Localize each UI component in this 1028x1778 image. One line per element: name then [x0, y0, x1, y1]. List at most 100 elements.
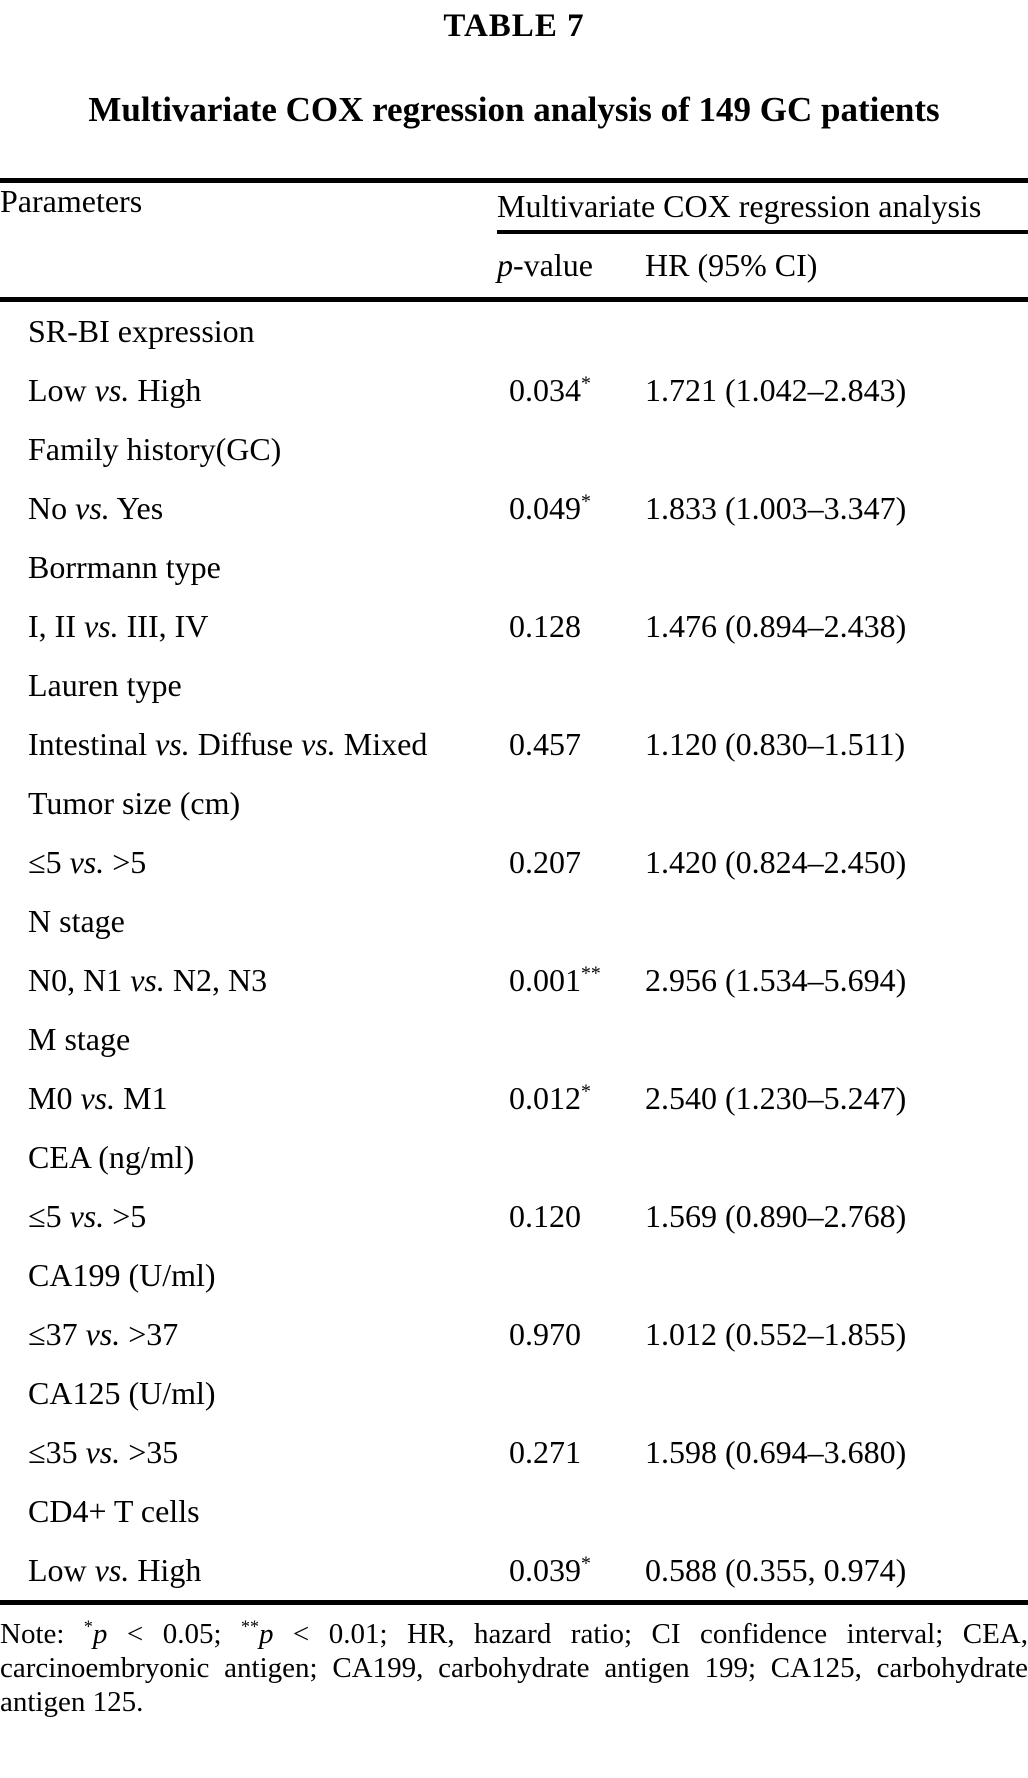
table-row-category: SR-BI expression: [0, 300, 1028, 362]
p-value-cell: [497, 1246, 645, 1305]
parameter-label-cell: No vs. Yes: [28, 490, 164, 526]
hr-ci-cell: [645, 1482, 1028, 1541]
column-group-header: Multivariate COX regression analysis: [497, 180, 1028, 234]
table-row-category: CA199 (U/ml): [0, 1246, 1028, 1305]
p-value-cell: 0.970: [509, 1316, 581, 1352]
table-row-comparison: Low vs. High 0.034* 1.721 (1.042–2.843): [0, 361, 1028, 420]
p-value-cell: 0.120: [509, 1198, 581, 1234]
p-value-cell: 0.049*: [509, 490, 591, 526]
parameter-label-cell: ≤5 vs. >5: [28, 844, 147, 880]
parameter-label-cell: Tumor size (cm): [28, 785, 241, 821]
hr-ci-cell: [645, 420, 1028, 479]
table-row-category: CEA (ng/ml): [0, 1128, 1028, 1187]
p-value-cell: [497, 1482, 645, 1541]
table-row-comparison: ≤5 vs. >5 0.120 1.569 (0.890–2.768): [0, 1187, 1028, 1246]
table-row-category: Family history(GC): [0, 420, 1028, 479]
parameter-label-cell: Borrmann type: [28, 549, 221, 585]
p-value-cell: [497, 774, 645, 833]
hr-ci-cell: [645, 1364, 1028, 1423]
p-value-cell: [497, 1364, 645, 1423]
table-row-comparison: Low vs. High 0.039* 0.588 (0.355, 0.974): [0, 1541, 1028, 1605]
hr-ci-cell: [645, 1246, 1028, 1305]
hr-ci-cell: [645, 1010, 1028, 1069]
table-row-category: CD4+ T cells: [0, 1482, 1028, 1541]
hr-ci-cell: [645, 538, 1028, 597]
p-value-cell: [497, 892, 645, 951]
sub-header-row: p-value HR (95% CI): [0, 232, 1028, 302]
table-label: TABLE 7: [443, 8, 585, 44]
parameter-label-cell: Family history(GC): [28, 431, 282, 467]
table-row-comparison: No vs. Yes 0.049* 1.833 (1.003–3.347): [0, 479, 1028, 538]
hr-ci-cell: [645, 1128, 1028, 1187]
parameter-label-cell: ≤35 vs. >35: [28, 1434, 179, 1470]
parameter-label-cell: ≤37 vs. >37: [28, 1316, 179, 1352]
parameter-label-cell: SR-BI expression: [28, 313, 255, 349]
hr-ci-cell: 1.833 (1.003–3.347): [645, 490, 907, 526]
p-value-cell: 0.128: [509, 608, 581, 644]
parameter-label-cell: M0 vs. M1: [28, 1080, 168, 1116]
p-value-cell: 0.034*: [509, 372, 591, 408]
parameter-label-cell: Lauren type: [28, 667, 182, 703]
column-header-parameters: Parameters: [0, 180, 497, 302]
table-body: SR-BI expression Low vs. High 0.034* 1.721 …: [0, 300, 1028, 1605]
parameter-label-cell: N0, N1 vs. N2, N3: [28, 962, 268, 998]
hr-ci-cell: 1.420 (0.824–2.450): [645, 844, 907, 880]
column-header-hr: HR (95% CI): [645, 232, 1028, 302]
table-head: Parameters Multivariate COX regression a…: [0, 180, 1028, 302]
table-row-category: Lauren type: [0, 656, 1028, 715]
hr-ci-cell: 1.476 (0.894–2.438): [645, 608, 907, 644]
hr-ci-cell: [645, 656, 1028, 715]
group-header-row: Parameters Multivariate COX regression a…: [0, 180, 1028, 302]
parameter-label-cell: CA199 (U/ml): [28, 1257, 216, 1293]
table-row-category: N stage: [0, 892, 1028, 951]
parameter-label-cell: I, II vs. III, IV: [28, 608, 209, 644]
hr-ci-cell: [645, 300, 1028, 362]
p-value-cell: 0.207: [509, 844, 581, 880]
table-row-comparison: ≤35 vs. >35 0.271 1.598 (0.694–3.680): [0, 1423, 1028, 1482]
hr-ci-cell: 1.598 (0.694–3.680): [645, 1434, 907, 1470]
table-title: Multivariate COX regression analysis of …: [88, 90, 940, 129]
parameter-label-cell: M stage: [28, 1021, 131, 1057]
p-value-cell: [497, 420, 645, 479]
p-value-cell: [497, 1010, 645, 1069]
parameter-label-cell: N stage: [28, 903, 125, 939]
hr-ci-cell: 0.588 (0.355, 0.974): [645, 1541, 1028, 1605]
parameter-label-cell: CA125 (U/ml): [28, 1375, 216, 1411]
parameter-label-cell: Low vs. High: [0, 1541, 497, 1605]
results-table: Parameters Multivariate COX regression a…: [0, 178, 1028, 1605]
table-row-category: Borrmann type: [0, 538, 1028, 597]
hr-ci-cell: 1.120 (0.830–1.511): [645, 726, 906, 762]
parameter-label-cell: Low vs. High: [28, 372, 202, 408]
p-value-cell: 0.271: [509, 1434, 581, 1470]
table-row-comparison: ≤5 vs. >5 0.207 1.420 (0.824–2.450): [0, 833, 1028, 892]
paper-table-page: TABLE 7 Multivariate COX regression anal…: [0, 6, 1028, 1778]
table-row-category: CA125 (U/ml): [0, 1364, 1028, 1423]
hr-ci-cell: 2.956 (1.534–5.694): [645, 962, 907, 998]
hr-ci-cell: 1.012 (0.552–1.855): [645, 1316, 907, 1352]
p-value-cell: [497, 538, 645, 597]
parameter-label-cell: Intestinal vs. Diffuse vs. Mixed: [28, 726, 428, 762]
p-value-cell: 0.039*: [497, 1541, 645, 1605]
hr-ci-cell: [645, 774, 1028, 833]
p-value-cell: 0.457: [509, 726, 581, 762]
table-row-category: M stage: [0, 1010, 1028, 1069]
table-row-category: Tumor size (cm): [0, 774, 1028, 833]
hr-ci-cell: [645, 892, 1028, 951]
hr-ci-cell: 1.569 (0.890–2.768): [645, 1198, 907, 1234]
table-row-comparison: N0, N1 vs. N2, N3 0.001** 2.956 (1.534–5.6…: [0, 951, 1028, 1010]
p-value-cell: 0.001**: [509, 962, 601, 998]
column-header-p-value: p-value: [497, 232, 645, 302]
hr-ci-cell: 1.721 (1.042–2.843): [645, 372, 907, 408]
hr-ci-cell: 2.540 (1.230–5.247): [645, 1080, 907, 1116]
p-value-cell: [497, 1128, 645, 1187]
table-row-comparison: Intestinal vs. Diffuse vs. Mixed 0.457 1.1…: [0, 715, 1028, 774]
table-note: Note: *p < 0.05; **p < 0.01; HR, hazard …: [0, 1616, 1028, 1718]
p-value-cell: [497, 300, 645, 362]
parameter-label-cell: ≤5 vs. >5: [28, 1198, 147, 1234]
parameter-label-cell: CEA (ng/ml): [28, 1139, 195, 1175]
table-row-comparison: M0 vs. M1 0.012* 2.540 (1.230–5.247): [0, 1069, 1028, 1128]
p-value-cell: 0.012*: [509, 1080, 591, 1116]
parameter-label-cell: CD4+ T cells: [28, 1493, 200, 1529]
p-value-cell: [497, 656, 645, 715]
table-row-comparison: ≤37 vs. >37 0.970 1.012 (0.552–1.855): [0, 1305, 1028, 1364]
